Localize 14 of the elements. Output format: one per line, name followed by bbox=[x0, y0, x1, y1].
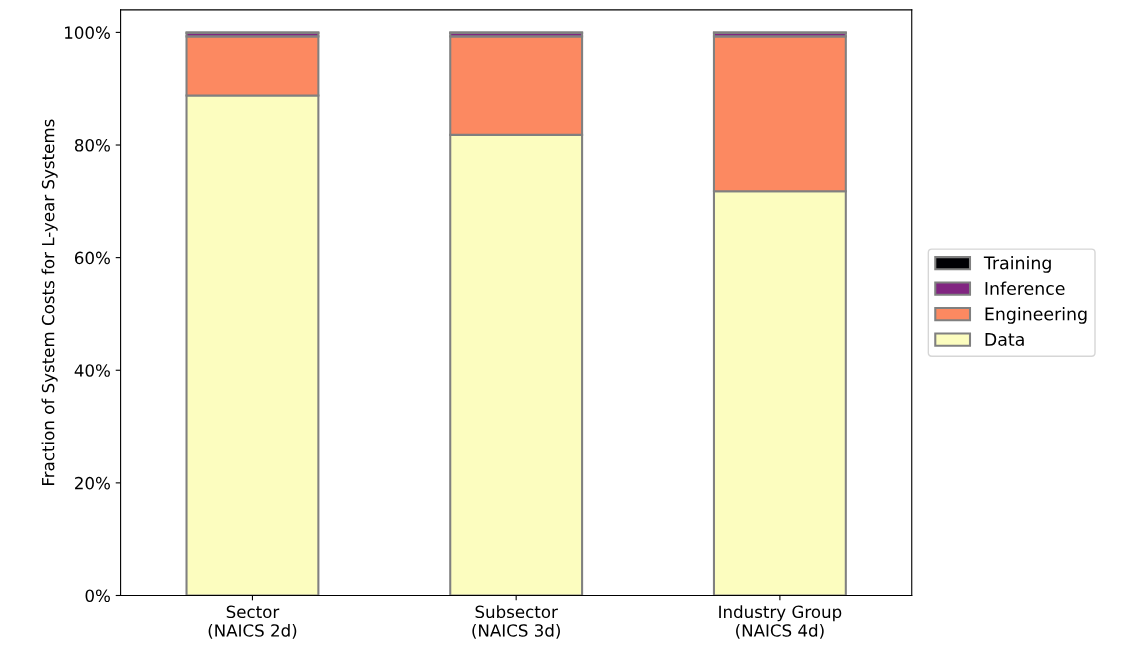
y-tick-label: 40% bbox=[74, 364, 110, 377]
legend-label: Data bbox=[985, 333, 1024, 346]
y-axis-title: Fraction of System Costs for L-year Systems bbox=[41, 119, 58, 485]
y-tick-label: 100% bbox=[65, 26, 110, 39]
legend-label: Training bbox=[983, 256, 1051, 273]
x-tick-label: Subsector (NAICS 3d) bbox=[472, 605, 560, 639]
x-tick-label: Industry Group (NAICS 4d) bbox=[719, 605, 842, 639]
y-tick-label: 80% bbox=[74, 138, 110, 152]
legend-label: Inference bbox=[985, 281, 1065, 295]
y-tick-label: 20% bbox=[75, 476, 110, 490]
y-tick-label: 60% bbox=[74, 251, 110, 265]
legend-label: Engineering bbox=[985, 307, 1087, 324]
y-tick-label: 0% bbox=[85, 589, 110, 603]
x-tick-label: Sector (NAICS 2d) bbox=[208, 605, 297, 639]
